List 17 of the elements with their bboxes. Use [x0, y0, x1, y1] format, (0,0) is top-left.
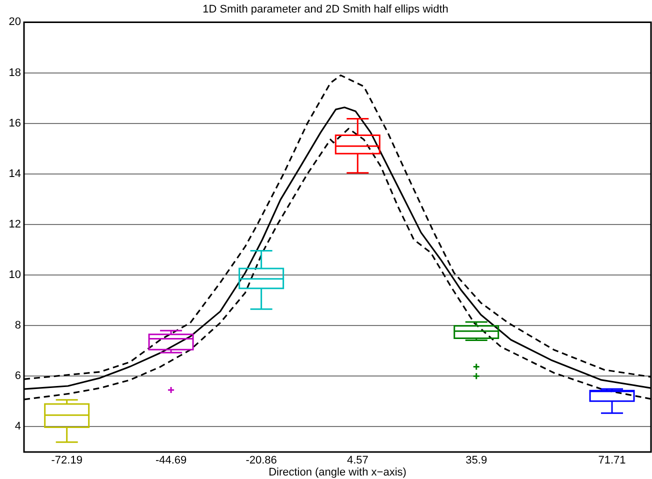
- y-tick-label: 14: [8, 168, 21, 180]
- x-axis-title: Direction (angle with x−axis): [268, 466, 406, 478]
- x-tick-label: 4.57: [346, 454, 368, 467]
- y-tick-label: 6: [14, 370, 21, 382]
- y-tick-label: 16: [8, 117, 21, 130]
- x-tick-label: 71.71: [598, 454, 626, 467]
- y-tick-label: 20: [8, 16, 21, 28]
- x-tick-label: -20.86: [246, 454, 277, 467]
- y-tick-label: 4: [14, 420, 21, 433]
- x-tick-label: 35.9: [466, 454, 488, 467]
- chart-title: 1D Smith parameter and 2D Smith half ellips width: [202, 4, 448, 16]
- x-tick-label: -72.19: [51, 454, 82, 467]
- y-tick-label: 8: [14, 320, 21, 332]
- y-tick-label: 10: [8, 269, 21, 282]
- y-tick-label: 18: [8, 66, 21, 79]
- x-tick-label: -44.69: [155, 454, 187, 467]
- y-tick-label: 12: [8, 218, 21, 230]
